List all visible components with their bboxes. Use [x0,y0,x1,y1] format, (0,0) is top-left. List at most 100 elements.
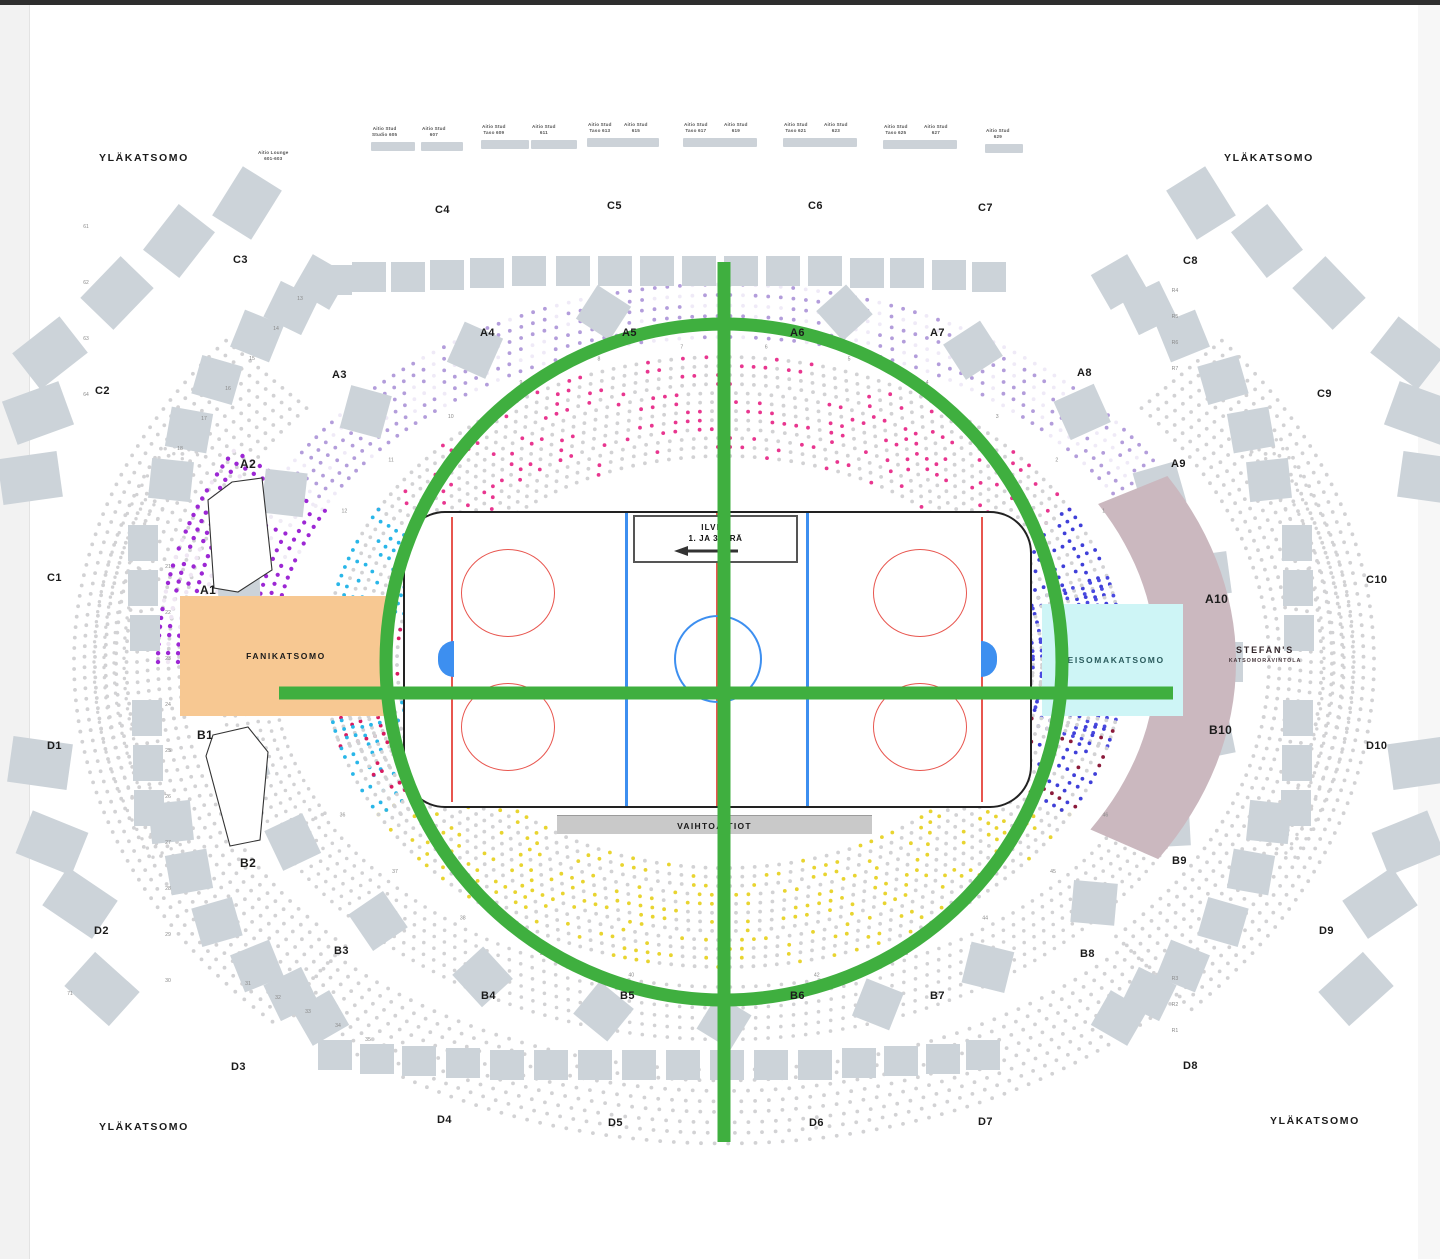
seat-dot [925,984,929,988]
seat-dot [380,591,385,596]
seat-dot [872,895,877,900]
seat-dot [1214,490,1218,495]
seat-dot [378,872,382,877]
seat-dot [482,851,487,856]
seat-dot [623,955,627,960]
seat-dot [633,930,637,934]
seat-dot [344,463,349,468]
seat-dot [770,899,775,904]
seat-dot [1001,403,1005,408]
seat-dot [1219,444,1224,449]
seat-dot [838,405,843,410]
seat-dot [968,441,973,445]
seat-dot [79,583,84,588]
seat-dot [205,471,210,475]
seat-dot [166,656,171,661]
seat-dot [545,923,550,928]
seat-dot [214,862,219,867]
seat-dot [203,454,208,459]
seat-dot [103,573,108,577]
seat-dot [1345,593,1349,598]
seat-dot [482,457,487,462]
seat-dot [841,1005,846,1010]
seat-dot [1065,519,1070,524]
seat-dot [1353,581,1358,586]
seat-dot [777,862,781,867]
seat-dot [679,873,684,877]
seat-dot [1355,592,1360,596]
seat-dot [1037,631,1042,636]
seat-dot [794,432,799,437]
seat-dot [611,943,615,948]
seat-dot [622,383,626,387]
seat-dot [786,368,791,372]
seat-dot [279,756,284,760]
seat-dot [947,321,952,326]
seat-dot [542,339,547,344]
seat-dot [159,446,163,451]
seat-dot [449,470,454,475]
seat-dot [691,865,696,869]
seat-dot [994,448,999,453]
seat-dot [792,396,797,401]
seat-dot [1062,788,1067,793]
seat-dot [740,937,744,942]
seat-dot [690,1005,694,1009]
seat-dot [944,830,949,835]
seat-dot [519,863,524,867]
seat-dot [704,937,708,942]
seat-dot [1236,400,1241,405]
seat-dot [296,399,301,404]
seat-dot [1319,463,1324,467]
seat-dot [599,931,604,936]
seat-dot [822,927,827,932]
seat-dot [346,476,351,481]
seat-dot [1103,438,1107,443]
seat-dot [82,654,87,659]
seat-dot [842,346,846,351]
seat-dot [801,858,805,863]
seat-dot [758,909,762,914]
seat-dot [657,961,662,965]
seat-dot [978,828,983,832]
seat-dot [1032,826,1037,830]
seat-dot [130,453,135,458]
seat-dot [1065,800,1070,805]
seat-dot [986,453,990,457]
seat-dot [264,372,269,377]
seat-dot [204,783,209,788]
seat-dot [565,355,570,359]
seat-dot [791,286,796,290]
seat-dot [649,896,654,901]
seat-dot [105,502,110,507]
seat-dot [546,933,550,938]
seat-dot [621,447,625,452]
seat-dot [715,282,720,287]
seat-dot [273,792,278,797]
seat-dot [499,830,504,835]
seat-dot [958,905,963,910]
seat-dot [449,826,454,830]
seat-dot [1031,397,1036,402]
seat-dot [994,814,998,819]
seat-dot [1036,595,1041,600]
seat-dot [1196,373,1201,378]
seat-dot [806,885,811,889]
seat-dot [343,869,347,873]
seat-dot [1197,403,1201,407]
seat-dot [857,853,862,858]
seat-dot [816,999,821,1003]
seat-dot [899,484,904,488]
seat-dot [422,929,427,933]
seat-dot [1073,750,1078,755]
seat-dot [219,469,223,474]
seat-dot [603,433,608,438]
seat-dot [314,885,319,889]
seat-dot [519,446,524,451]
seat-dot [1212,345,1216,350]
seat-dot [692,365,697,369]
seat-dot [331,720,335,725]
seat-dot [646,360,650,365]
seat-dot [370,569,375,574]
